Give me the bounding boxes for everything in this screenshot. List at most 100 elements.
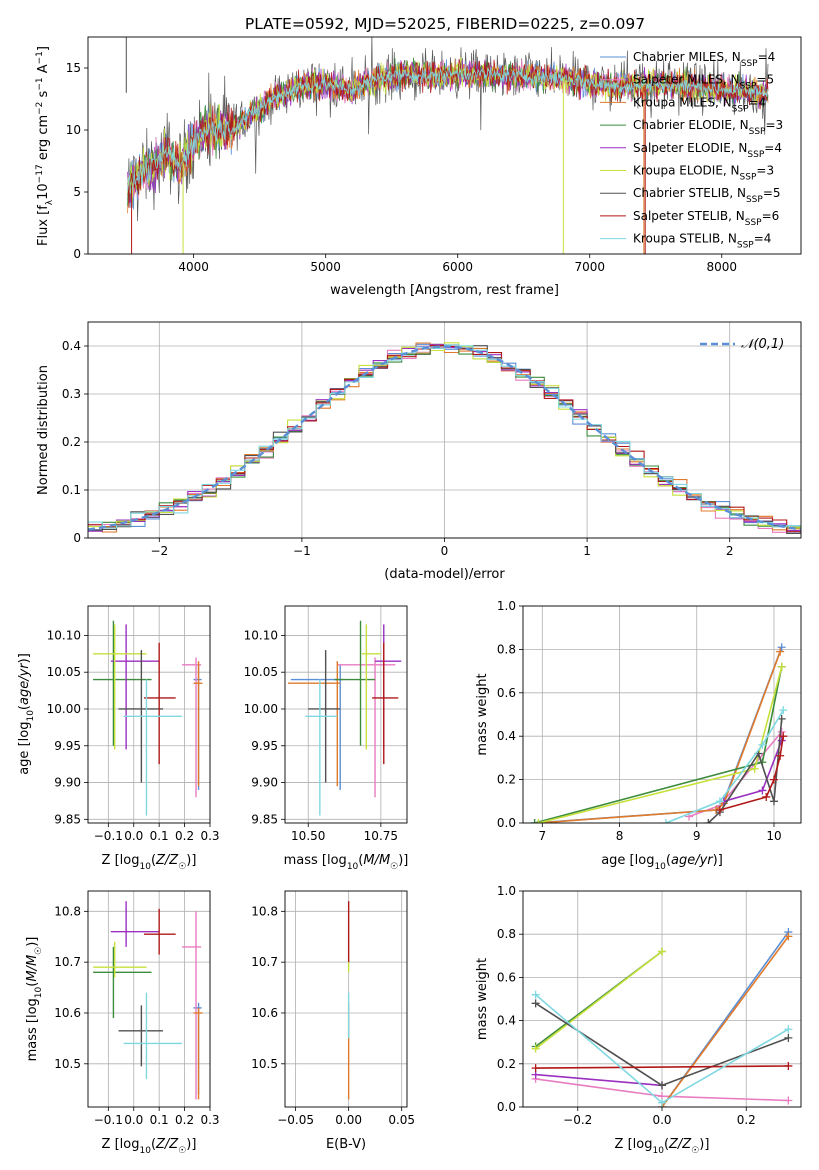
legend-entry: Kroupa STELIB, NSSP=4 bbox=[633, 232, 771, 251]
x-tick-label: 10 bbox=[766, 829, 781, 843]
y-tick-label: 0.8 bbox=[497, 927, 516, 941]
x-tick-label: 0.1 bbox=[150, 829, 169, 843]
y-tick-label: 10.6 bbox=[251, 1006, 278, 1020]
x-tick-label: 2 bbox=[726, 544, 734, 558]
legend-entry: 𝒩(0,1) bbox=[741, 337, 784, 352]
x-tick-label: 0.00 bbox=[335, 1113, 362, 1127]
x-tick-label: −0.05 bbox=[277, 1113, 314, 1127]
mass-weight-marker bbox=[531, 1044, 540, 1053]
y-tick-label: 10.05 bbox=[244, 665, 278, 679]
mass-weight-marker bbox=[784, 932, 793, 941]
axes-frame bbox=[522, 605, 802, 824]
mass-weight-marker bbox=[776, 751, 785, 760]
y-tick-label: 0.3 bbox=[62, 387, 81, 401]
legend-entry: Salpeter ELODIE, NSSP=4 bbox=[633, 141, 782, 160]
x-tick-label: −1 bbox=[293, 544, 311, 558]
mass-weight-marker bbox=[784, 1025, 793, 1034]
x-tick-label: −0.1 bbox=[94, 1113, 123, 1127]
y-tick-label: 10.7 bbox=[251, 955, 278, 969]
mass-weight-marker bbox=[661, 819, 670, 823]
mass-weight-line bbox=[535, 1073, 663, 1087]
y-tick-label: 9.90 bbox=[251, 776, 278, 790]
normal-curve bbox=[88, 345, 801, 531]
y-tick-label: 1.0 bbox=[497, 599, 516, 613]
y-tick-label: 9.95 bbox=[251, 739, 278, 753]
legend: Chabrier MILES, NSSP=4 Salpeter MILES, NS… bbox=[600, 50, 783, 251]
y-tick-label: 0.6 bbox=[497, 970, 516, 984]
mass-weight-marker bbox=[779, 732, 788, 741]
mass-weight-marker bbox=[750, 764, 759, 773]
x-tick-label: 7 bbox=[538, 829, 546, 843]
x-tick-label: 0.05 bbox=[388, 1113, 415, 1127]
x-axis-label: E(B-V) bbox=[326, 1137, 366, 1152]
y-tick-label: 10.8 bbox=[251, 904, 278, 918]
mass-weight-marker bbox=[704, 819, 713, 823]
spectrum-line bbox=[127, 66, 769, 194]
mass-weight-marker bbox=[658, 1081, 666, 1090]
mass-weight-marker bbox=[776, 647, 785, 656]
y-axis-label: Normed distribution bbox=[36, 365, 51, 495]
mass-weight-marker bbox=[658, 1098, 666, 1107]
age_vs_Z-axes: −0.1 0.0 0.1 0.2 0.3 9.85 9.90 9.95 10.00 10.05 10… bbox=[17, 605, 220, 872]
y-tick-label: 10.5 bbox=[54, 1057, 81, 1071]
mass-weight-marker bbox=[658, 947, 666, 956]
x-tick-label: 4000 bbox=[178, 260, 209, 274]
y-tick-label: 0.8 bbox=[497, 642, 516, 656]
mass_vs_Z-plot bbox=[93, 901, 203, 1100]
legend-entry: Salpeter STELIB, NSSP=6 bbox=[633, 209, 779, 228]
y-tick-label: 15 bbox=[66, 61, 81, 75]
mass-weight-marker bbox=[530, 819, 539, 823]
y-tick-label: 10.05 bbox=[47, 665, 81, 679]
mass-weight-marker bbox=[777, 662, 786, 671]
x-axis-label: mass [log10(M/M☉)] bbox=[284, 853, 409, 872]
y-tick-label: 0.2 bbox=[497, 1057, 516, 1071]
y-tick-label: 10.5 bbox=[251, 1057, 278, 1071]
age_vs_mass-plot bbox=[287, 620, 402, 816]
x-tick-label: 7000 bbox=[574, 260, 605, 274]
y-tick-label: 10.00 bbox=[244, 702, 278, 716]
mass-weight-line bbox=[535, 1065, 789, 1069]
legend-entry: Chabrier MILES, NSSP=4 bbox=[633, 50, 775, 69]
mass-weight-marker bbox=[758, 786, 767, 795]
legend-entry: Kroupa MILES, NSSP=4 bbox=[633, 95, 766, 114]
x-tick-label: 5000 bbox=[310, 260, 341, 274]
x-tick-label: 10.50 bbox=[291, 829, 325, 843]
y-tick-label: 0.6 bbox=[497, 686, 516, 700]
mass_vs_Z-axes: −0.1 0.0 0.1 0.2 0.3 10.5 10.6 10.7 10.8 Z [log10… bbox=[25, 890, 220, 1156]
legend-entry: Salpeter MILES, NSSP=5 bbox=[633, 73, 774, 92]
mass-weight-marker bbox=[769, 775, 778, 784]
spectrum-axes: 4000 5000 6000 7000 8000 0 5 10 15 wavelength [An… bbox=[35, 36, 802, 298]
y-tick-label: 9.90 bbox=[54, 776, 81, 790]
legend-entry: Chabrier ELODIE, NSSP=3 bbox=[633, 118, 783, 137]
x-tick-label: −0.2 bbox=[563, 1113, 592, 1127]
axes-frame bbox=[87, 36, 802, 255]
x-tick-label: 0.2 bbox=[175, 829, 194, 843]
y-tick-label: 0.1 bbox=[62, 483, 81, 497]
age_vs_Z-plot bbox=[93, 620, 203, 816]
mass-weight-marker bbox=[715, 805, 724, 814]
x-tick-label: 0.2 bbox=[737, 1113, 756, 1127]
mass-weight-line bbox=[665, 709, 784, 823]
y-axis-label: Flux [fλ10−17 erg cm−2 s−1 A−1] bbox=[35, 46, 55, 246]
axes-frame bbox=[284, 890, 408, 1108]
y-tick-label: 0 bbox=[73, 531, 81, 545]
legend-entry: Chabrier STELIB, NSSP=5 bbox=[633, 186, 781, 205]
mass-weight-marker bbox=[777, 714, 786, 723]
x-tick-label: 0.0 bbox=[124, 1113, 143, 1127]
y-tick-label: 10.10 bbox=[47, 628, 81, 642]
y-tick-label: 0.0 bbox=[497, 1100, 516, 1114]
mass-weight-marker bbox=[531, 999, 540, 1008]
mass_vs_ebv-axes: −0.05 0.00 0.05 10.5 10.6 10.7 10.8 E(B-V) bbox=[251, 890, 415, 1152]
massweight_vs_age-axes: 7 8 9 10 0.0 0.2 0.4 0.6 0.8 1.0 mass weight age [l… bbox=[475, 599, 802, 872]
x-tick-label: 9 bbox=[693, 829, 701, 843]
mass-weight-marker bbox=[531, 1064, 540, 1073]
x-axis-label: Z [log10(Z/Z☉)] bbox=[615, 1137, 710, 1156]
mass-weight-marker bbox=[758, 740, 767, 749]
x-tick-label: 0.0 bbox=[124, 829, 143, 843]
x-tick-label: 0.3 bbox=[200, 829, 219, 843]
y-tick-label: 10.8 bbox=[54, 904, 81, 918]
mass-weight-line bbox=[661, 935, 790, 1107]
mass-weight-line bbox=[534, 646, 783, 823]
mass-weight-marker bbox=[784, 1061, 793, 1070]
x-tick-label: 1 bbox=[583, 544, 591, 558]
